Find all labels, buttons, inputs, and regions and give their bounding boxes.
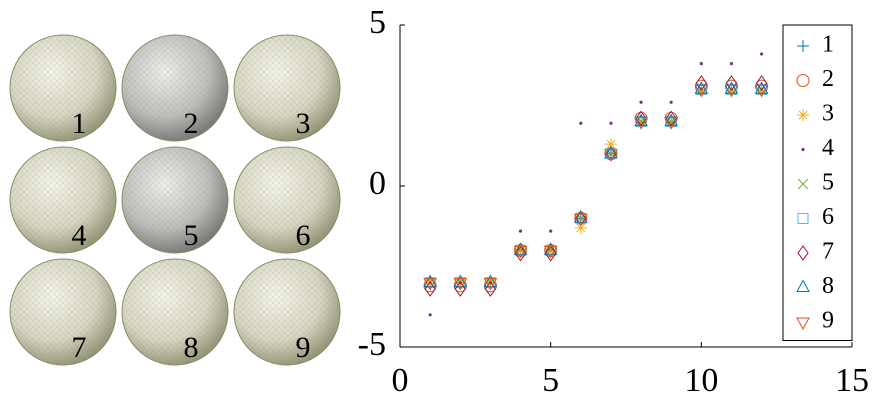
- x-tick-label: 10: [684, 362, 718, 399]
- legend-label: 5: [822, 170, 834, 196]
- sphere-mesh: [10, 259, 116, 365]
- point: [549, 229, 552, 232]
- marker-shape: [760, 52, 763, 55]
- point: [700, 62, 703, 65]
- x-tick-label: 0: [392, 362, 409, 399]
- sphere-mesh: [234, 259, 340, 365]
- point: [670, 101, 673, 104]
- sphere-label: 8: [184, 331, 199, 364]
- sphere-mesh: [122, 35, 228, 141]
- marker-shape: [670, 101, 673, 104]
- sphere-label: 4: [72, 219, 87, 252]
- marker-shape: [609, 122, 612, 125]
- legend-label: 6: [822, 204, 834, 230]
- legend-label: 7: [822, 239, 834, 265]
- marker-shape: [700, 62, 703, 65]
- sphere-label: 7: [72, 331, 87, 364]
- x-tick-label: 15: [835, 362, 869, 399]
- marker-shape: [639, 101, 642, 104]
- sphere-label: 5: [184, 219, 199, 252]
- y-tick-label: 0: [369, 165, 386, 202]
- legend-box: [783, 25, 852, 341]
- point: [429, 313, 432, 316]
- x-tick-label: 5: [542, 362, 559, 399]
- sphere-panel: 1 2 3 4 5 6 7 8 9: [10, 35, 340, 365]
- legend-label: 4: [822, 135, 834, 161]
- sphere-label: 2: [184, 107, 199, 140]
- sphere-label: 3: [296, 107, 311, 140]
- y-tick-label: 5: [369, 4, 386, 41]
- sphere-mesh: [10, 35, 116, 141]
- point: [519, 229, 522, 232]
- legend-label: 2: [822, 66, 834, 92]
- marker-shape: [549, 229, 552, 232]
- marker-shape: [579, 122, 582, 125]
- sphere-mesh: [234, 147, 340, 253]
- sphere-mesh: [234, 35, 340, 141]
- y-tick-label: -5: [358, 326, 386, 363]
- sphere-label: 9: [296, 331, 311, 364]
- legend-label: 3: [822, 101, 834, 127]
- legend-label: 8: [822, 273, 834, 299]
- sphere-mesh: [122, 147, 228, 253]
- sphere-label: 6: [296, 219, 311, 252]
- point: [609, 122, 612, 125]
- figure: 123456789 051015-505123456789: [0, 0, 877, 403]
- point: [801, 148, 804, 151]
- sphere-mesh: [122, 259, 228, 365]
- point: [579, 122, 582, 125]
- marker-shape: [429, 313, 432, 316]
- point: [730, 62, 733, 65]
- point: [639, 101, 642, 104]
- legend-label: 1: [822, 32, 834, 58]
- sphere-mesh: [10, 147, 116, 253]
- point: [760, 52, 763, 55]
- marker-shape: [730, 62, 733, 65]
- legend-label: 9: [822, 308, 834, 334]
- marker-shape: [801, 148, 804, 151]
- sphere-label: 1: [72, 107, 87, 140]
- marker-shape: [519, 229, 522, 232]
